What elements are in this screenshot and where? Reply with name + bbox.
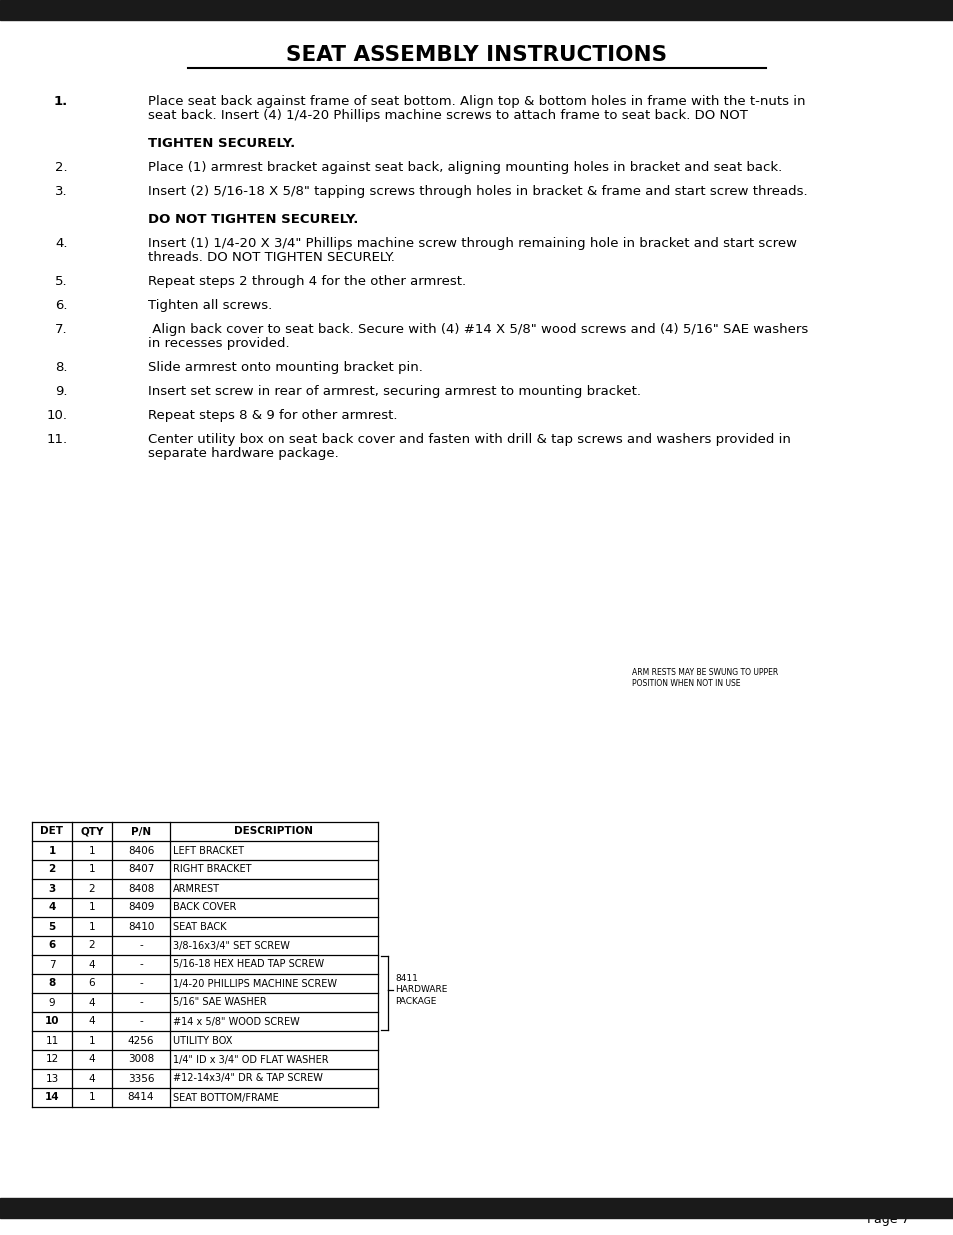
Text: 1: 1: [89, 921, 95, 931]
Text: threads. DO NOT TIGHTEN SECURELY.: threads. DO NOT TIGHTEN SECURELY.: [148, 251, 395, 264]
Text: 8411
HARDWARE
PACKAGE: 8411 HARDWARE PACKAGE: [395, 973, 447, 1007]
Text: 7.: 7.: [55, 324, 68, 336]
Text: SEAT ASSEMBLY INSTRUCTIONS: SEAT ASSEMBLY INSTRUCTIONS: [286, 44, 667, 65]
Text: 1: 1: [89, 903, 95, 913]
Text: 12: 12: [46, 1055, 58, 1065]
Text: -: -: [139, 978, 143, 988]
Text: Center utility box on seat back cover and fasten with drill & tap screws and was: Center utility box on seat back cover an…: [148, 433, 790, 446]
Text: #12-14x3/4" DR & TAP SCREW: #12-14x3/4" DR & TAP SCREW: [172, 1073, 322, 1083]
Text: P/N: P/N: [131, 826, 151, 836]
Text: Insert set screw in rear of armrest, securing armrest to mounting bracket.: Insert set screw in rear of armrest, sec…: [148, 385, 640, 398]
Text: 4: 4: [89, 960, 95, 969]
Text: 6: 6: [49, 941, 55, 951]
Text: 4: 4: [89, 1055, 95, 1065]
Text: 5/16" SAE WASHER: 5/16" SAE WASHER: [172, 998, 267, 1008]
Text: 11: 11: [46, 1035, 58, 1046]
Text: DO NOT TIGHTEN SECURELY.: DO NOT TIGHTEN SECURELY.: [148, 212, 358, 226]
Text: 2: 2: [89, 883, 95, 893]
Text: 14: 14: [45, 1093, 59, 1103]
Text: -: -: [139, 1016, 143, 1026]
Text: 2.: 2.: [55, 161, 68, 174]
Text: 1/4" ID x 3/4" OD FLAT WASHER: 1/4" ID x 3/4" OD FLAT WASHER: [172, 1055, 328, 1065]
Text: Page 7: Page 7: [866, 1214, 909, 1226]
Text: 4: 4: [89, 1016, 95, 1026]
Text: RIGHT BRACKET: RIGHT BRACKET: [172, 864, 252, 874]
Text: LEFT BRACKET: LEFT BRACKET: [172, 846, 244, 856]
Text: 1: 1: [89, 1093, 95, 1103]
Text: 2: 2: [49, 864, 55, 874]
Text: 5.: 5.: [55, 275, 68, 288]
Text: ARMREST: ARMREST: [172, 883, 220, 893]
Text: 3.: 3.: [55, 185, 68, 198]
Text: 8414: 8414: [128, 1093, 154, 1103]
Text: 8409: 8409: [128, 903, 154, 913]
Text: 8: 8: [49, 978, 55, 988]
Text: ARM RESTS MAY BE SWUNG TO UPPER
POSITION WHEN NOT IN USE: ARM RESTS MAY BE SWUNG TO UPPER POSITION…: [631, 668, 778, 688]
Text: Place seat back against frame of seat bottom. Align top & bottom holes in frame : Place seat back against frame of seat bo…: [148, 95, 804, 107]
Text: 8410: 8410: [128, 921, 154, 931]
Text: 3: 3: [49, 883, 55, 893]
Text: 4: 4: [89, 1073, 95, 1083]
Text: 7: 7: [49, 960, 55, 969]
Text: 8407: 8407: [128, 864, 154, 874]
Text: seat back. Insert (4) 1/4-20 Phillips machine screws to attach frame to seat bac: seat back. Insert (4) 1/4-20 Phillips ma…: [148, 109, 747, 122]
Text: UTILITY BOX: UTILITY BOX: [172, 1035, 233, 1046]
Text: 4256: 4256: [128, 1035, 154, 1046]
Text: 5/16-18 HEX HEAD TAP SCREW: 5/16-18 HEX HEAD TAP SCREW: [172, 960, 324, 969]
Text: 8408: 8408: [128, 883, 154, 893]
Text: -: -: [139, 998, 143, 1008]
Text: QTY: QTY: [80, 826, 104, 836]
Text: 11.: 11.: [47, 433, 68, 446]
Text: Align back cover to seat back. Secure with (4) #14 X 5/8" wood screws and (4) 5/: Align back cover to seat back. Secure wi…: [148, 324, 807, 336]
Text: 6: 6: [89, 978, 95, 988]
Text: 1: 1: [89, 864, 95, 874]
Text: 9: 9: [49, 998, 55, 1008]
Text: in recesses provided.: in recesses provided.: [148, 337, 290, 350]
Text: 8.: 8.: [55, 361, 68, 374]
Text: 5: 5: [49, 921, 55, 931]
Text: 1: 1: [89, 846, 95, 856]
Text: 1: 1: [89, 1035, 95, 1046]
Text: 1: 1: [49, 846, 55, 856]
Text: BACK COVER: BACK COVER: [172, 903, 236, 913]
Text: -: -: [139, 941, 143, 951]
Text: 9.: 9.: [55, 385, 68, 398]
Text: 3356: 3356: [128, 1073, 154, 1083]
Text: Repeat steps 8 & 9 for other armrest.: Repeat steps 8 & 9 for other armrest.: [148, 409, 397, 422]
Text: Tighten all screws.: Tighten all screws.: [148, 299, 272, 312]
Text: 6.: 6.: [55, 299, 68, 312]
Text: SEAT BOTTOM/FRAME: SEAT BOTTOM/FRAME: [172, 1093, 278, 1103]
Text: 10: 10: [45, 1016, 59, 1026]
Text: 3008: 3008: [128, 1055, 154, 1065]
Text: 1.: 1.: [53, 95, 68, 107]
Text: 4: 4: [49, 903, 55, 913]
Text: Slide armrest onto mounting bracket pin.: Slide armrest onto mounting bracket pin.: [148, 361, 422, 374]
Text: 4.: 4.: [55, 237, 68, 249]
Text: Insert (1) 1/4-20 X 3/4" Phillips machine screw through remaining hole in bracke: Insert (1) 1/4-20 X 3/4" Phillips machin…: [148, 237, 796, 249]
Text: Place (1) armrest bracket against seat back, aligning mounting holes in bracket : Place (1) armrest bracket against seat b…: [148, 161, 781, 174]
Text: 8406: 8406: [128, 846, 154, 856]
Text: 13: 13: [46, 1073, 58, 1083]
Text: 1/4-20 PHILLIPS MACHINE SCREW: 1/4-20 PHILLIPS MACHINE SCREW: [172, 978, 336, 988]
Text: Insert (2) 5/16-18 X 5/8" tapping screws through holes in bracket & frame and st: Insert (2) 5/16-18 X 5/8" tapping screws…: [148, 185, 807, 198]
Bar: [0, 1198, 953, 1218]
Text: 4: 4: [89, 998, 95, 1008]
Text: -: -: [139, 960, 143, 969]
Text: SEAT BACK: SEAT BACK: [172, 921, 226, 931]
Text: 2: 2: [89, 941, 95, 951]
Text: DET: DET: [40, 826, 64, 836]
Text: Repeat steps 2 through 4 for the other armrest.: Repeat steps 2 through 4 for the other a…: [148, 275, 466, 288]
Text: TIGHTEN SECURELY.: TIGHTEN SECURELY.: [148, 137, 294, 149]
Text: 10.: 10.: [47, 409, 68, 422]
Bar: [0, 0, 953, 20]
Text: separate hardware package.: separate hardware package.: [148, 447, 338, 459]
Text: DESCRIPTION: DESCRIPTION: [234, 826, 314, 836]
Text: #14 x 5/8" WOOD SCREW: #14 x 5/8" WOOD SCREW: [172, 1016, 299, 1026]
Text: 3/8-16x3/4" SET SCREW: 3/8-16x3/4" SET SCREW: [172, 941, 290, 951]
